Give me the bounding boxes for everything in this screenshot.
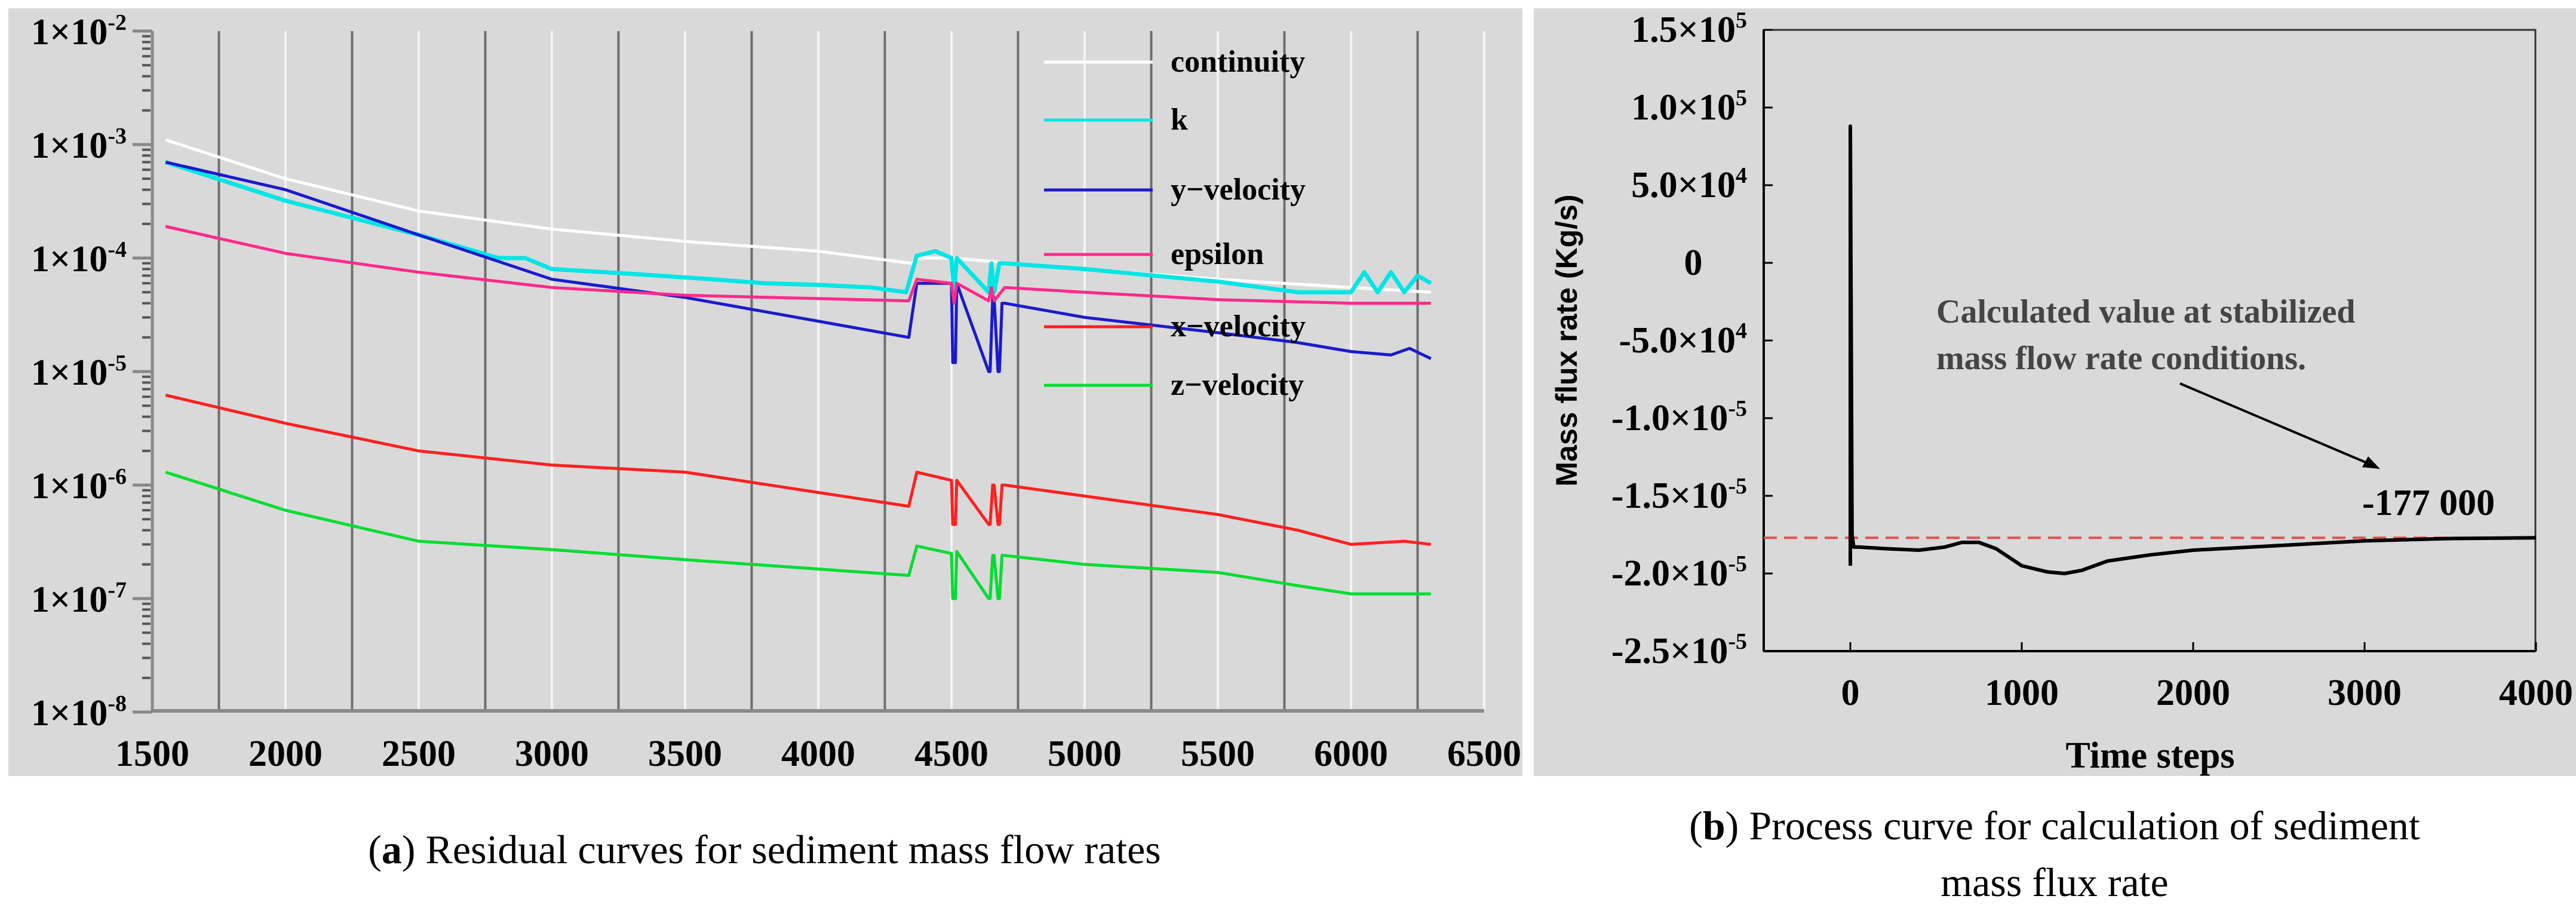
panel-a-residual-chart: 1×10-21×10-31×10-41×10-51×10-61×10-71×10… [8,8,1522,872]
y-tick-base: 1.0×10 [1631,87,1736,128]
series-line-xvelocity [165,393,1432,546]
x-axis-label: Time steps [2065,735,2234,776]
y-tick-exponent: -5 [1728,474,1747,499]
y-tick-base: 1×10 [31,239,108,280]
y-tick-exponent: -5 [1728,396,1747,421]
series-line-mass-flux [1849,124,2537,575]
legend-label: x−velocity [1171,309,1306,343]
y-tick-label: 1.0×105 [1631,85,1747,128]
panel-b-process-chart: 1.5×1051.0×1055.0×1040-5.0×104-1.0×10-5-… [1534,8,2576,905]
y-tick-exponent: -5 [1728,551,1747,576]
y-tick-exponent: -5 [1728,629,1747,654]
y-axis-label: Mass flux rate (Kg/s) [1550,194,1583,486]
x-tick-label: 3500 [648,734,722,774]
y-tick-base: 1×10 [31,352,108,393]
panel-b-background [1534,8,2576,776]
y-tick-label: 1×10-8 [31,691,127,734]
series-line-continuity [165,138,1431,294]
annotation-value: -177 000 [2362,483,2495,523]
x-tick-label: 1000 [1985,673,2059,713]
y-tick-base: -1.5×10 [1611,476,1728,516]
x-tick-label: 4000 [2499,673,2573,713]
legend-label: continuity [1171,45,1305,79]
x-tick-label: 3000 [2328,673,2402,713]
x-tick-label: 1500 [115,734,189,774]
x-tick-label: 3000 [515,734,589,774]
y-tick-base: 1×10 [31,12,108,53]
annotation-line1: Calculated value at stabilized [1936,293,2356,330]
series-line-yvelocity [165,160,1432,373]
series-line-zvelocity [165,471,1431,600]
x-tick-label: 2000 [2156,673,2230,713]
y-tick-label: 1×10-6 [31,464,127,507]
x-tick-label: 6000 [1314,734,1388,774]
y-tick-label: 1.5×105 [1631,8,1747,50]
y-tick-base: 1×10 [31,579,108,620]
y-tick-label: 1×10-7 [31,578,127,620]
y-tick-label: -1.0×10-5 [1611,396,1747,438]
y-tick-label: 1×10-2 [31,10,127,53]
y-tick-base: 1×10 [31,466,108,507]
legend-label: z−velocity [1171,368,1304,402]
x-tick-label: 4000 [781,734,855,774]
y-tick-label: -5.0×104 [1619,318,1747,361]
y-tick-label: -2.0×10-5 [1611,551,1747,594]
y-tick-exponent: -4 [108,237,127,262]
x-tick-label: 4500 [914,734,988,774]
y-tick-base: -5.0×10 [1619,320,1736,361]
y-tick-exponent: -7 [108,578,127,603]
y-tick-base: 0 [1684,243,1703,283]
y-tick-exponent: 4 [1736,318,1747,343]
y-tick-exponent: 5 [1736,8,1747,33]
x-tick-label: 0 [1841,673,1860,713]
y-tick-label: 5.0×104 [1631,163,1747,205]
caption-b-line2: mass flux rate [1941,860,2168,905]
x-tick-label: 5000 [1048,734,1122,774]
annotation-line2: mass flow rate conditions. [1936,340,2306,377]
y-tick-exponent: -3 [108,124,127,149]
panel-a-background [8,8,1522,776]
caption-b-line1: (b) Process curve for calculation of sed… [1689,803,2420,848]
x-tick-label: 2000 [248,734,323,774]
y-tick-exponent: -6 [108,464,127,489]
y-tick-label: 1×10-5 [31,351,127,393]
legend-label: k [1171,103,1188,137]
y-tick-base: 1×10 [31,693,108,734]
x-tick-label: 5500 [1181,734,1255,774]
y-tick-base: 5.0×10 [1631,165,1736,205]
x-tick-label: 2500 [382,734,456,774]
x-tick-label: 6500 [1447,734,1521,774]
y-tick-base: -1.0×10 [1611,398,1728,438]
legend-label: epsilon [1171,237,1264,271]
y-tick-base: 1.5×10 [1631,10,1736,50]
y-tick-base: -2.5×10 [1611,631,1728,671]
y-tick-label: -1.5×10-5 [1611,474,1747,516]
y-tick-exponent: 4 [1736,163,1747,188]
arrow-head-icon [2362,456,2380,469]
y-tick-label: -2.5×10-5 [1611,629,1747,671]
legend: continuity k y−velocity epsilon x−velocity z−… [1044,45,1306,402]
y-tick-exponent: 5 [1736,85,1747,111]
y-tick-exponent: -2 [108,10,127,35]
y-tick-base: -2.0×10 [1611,553,1728,594]
y-tick-label: 0 [1684,243,1703,283]
caption-a: (a) Residual curves for sediment mass fl… [368,827,1161,872]
series-line-epsilon [165,225,1431,305]
y-tick-exponent: -5 [108,351,127,376]
y-tick-label: 1×10-3 [31,124,127,166]
y-tick-base: 1×10 [31,125,108,166]
annotation-arrow [2179,382,2375,467]
legend-label: y−velocity [1171,173,1306,207]
y-tick-label: 1×10-4 [31,237,127,280]
y-tick-exponent: -8 [108,691,127,716]
